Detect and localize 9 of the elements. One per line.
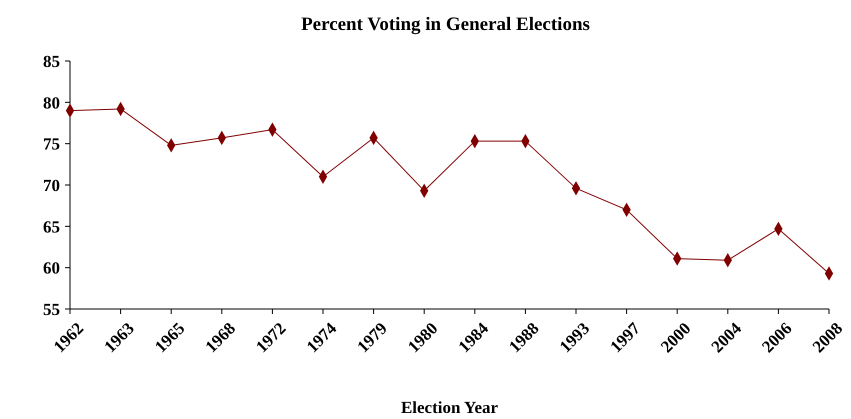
y-tick-label: 75 <box>43 134 60 154</box>
chart-title: Percent Voting in General Elections <box>301 14 590 35</box>
y-tick-label: 80 <box>43 93 60 112</box>
x-axis-title: Election Year <box>400 398 498 417</box>
y-tick-label: 55 <box>43 300 60 319</box>
y-tick-label: 60 <box>43 258 60 278</box>
y-tick-label: 65 <box>43 217 60 236</box>
y-tick-label: 85 <box>43 52 60 71</box>
y-tick-label: 70 <box>43 176 60 195</box>
